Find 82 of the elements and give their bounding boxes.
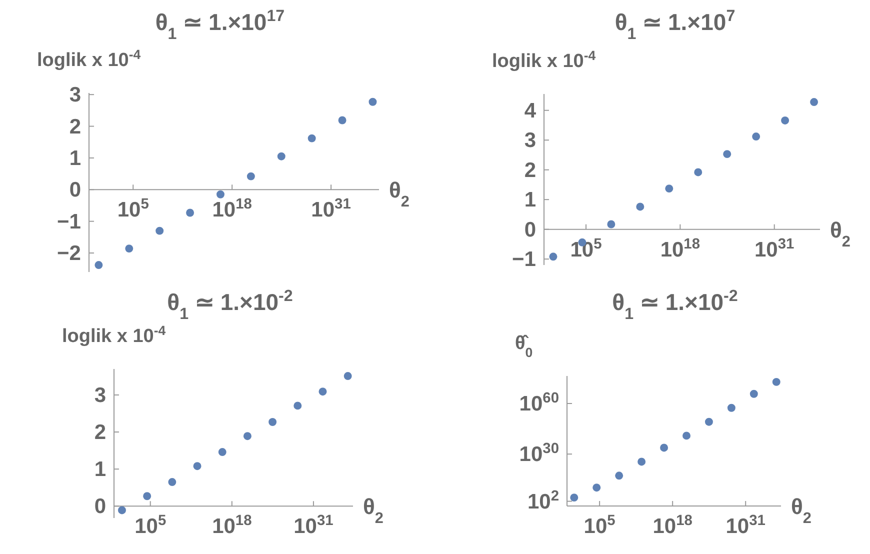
x-tick-label: 10$^{18}$: [660, 236, 700, 262]
point: [156, 226, 164, 235]
x-tick-label: 10$^{18}$: [212, 196, 252, 222]
point: [750, 390, 758, 398]
y-tick-label: 0: [94, 495, 106, 518]
y-axis-title: loglik x 10$^{-4}$: [492, 48, 596, 72]
point: [665, 184, 674, 193]
point: [218, 448, 226, 456]
point: [294, 402, 302, 410]
x-tick-label: 10$^{5}$: [117, 196, 149, 222]
chart-title: θ$_{1}$ ≃ 1.×10$^{-2}$: [167, 287, 293, 323]
point: [772, 378, 780, 386]
chart-title: θ$_{1}$ ≃ 1.×10$^{7}$: [614, 7, 736, 43]
y-tick-label: 1: [94, 458, 106, 482]
x-tick-label: 10$^{5}$: [584, 513, 616, 538]
point: [694, 168, 702, 176]
x-axis-title: θ$_{2}$: [830, 217, 850, 250]
point: [143, 492, 152, 500]
point: [781, 116, 790, 124]
y-tick-label: 3: [94, 384, 106, 407]
y-tick-label: −1: [57, 210, 82, 234]
x-tick-label: 10$^{5}$: [134, 513, 166, 538]
y-axis-title: loglik x 10$^{-4}$: [62, 322, 166, 347]
y-tick-label: 2: [94, 421, 106, 444]
x-tick-label: 10$^{31}$: [754, 236, 794, 262]
x-tick-label: 10$^{18}$: [212, 513, 252, 538]
x-tick-label: 10$^{18}$: [652, 513, 692, 538]
x-tick-label: 10$^{31}$: [311, 196, 351, 222]
y-tick-label: −1: [512, 248, 536, 272]
y-tick-label: 0: [69, 178, 81, 202]
y-tick-label: 1: [69, 146, 82, 170]
y-tick-label: 4: [524, 99, 536, 122]
point: [636, 202, 644, 211]
point: [607, 220, 616, 228]
y-tick-label: −2: [57, 242, 81, 265]
y-tick-label: 10$^{2}$: [527, 488, 559, 514]
y-tick-label: 10$^{30}$: [519, 441, 559, 466]
point: [125, 244, 134, 253]
point: [186, 208, 194, 217]
x-axis-title: θ$_{2}$: [363, 494, 384, 527]
point: [118, 506, 126, 514]
point: [682, 432, 690, 440]
y-tick-label: 3: [69, 84, 81, 107]
x-tick-label: 10$^{5}$: [570, 236, 602, 262]
y-tick-label: 2: [524, 158, 536, 182]
point: [94, 261, 103, 270]
y-tick-label: 2: [69, 115, 81, 138]
point: [216, 190, 224, 198]
point: [308, 134, 316, 142]
point: [368, 98, 377, 106]
point: [810, 98, 818, 106]
y-tick-label: 10$^{60}$: [519, 390, 559, 416]
x-tick-label: 10$^{31}$: [726, 513, 766, 538]
x-tick-label: 10$^{31}$: [294, 513, 334, 538]
y-tick-label: 3: [524, 129, 536, 152]
y-axis-title: loglik x 10$^{-4}$: [37, 46, 142, 71]
point: [344, 372, 352, 380]
point: [318, 388, 327, 396]
point: [752, 132, 760, 141]
point: [592, 484, 601, 492]
point: [638, 458, 646, 466]
point: [660, 444, 668, 452]
point: [615, 472, 624, 480]
point: [723, 150, 732, 158]
point: [193, 462, 202, 470]
x-axis-title: θ$_{2}$: [389, 178, 410, 210]
point: [246, 172, 255, 180]
y-tick-label: 0: [524, 218, 536, 242]
y-axis-title: θ̂$_{0}$: [515, 333, 533, 360]
point: [570, 494, 578, 502]
point: [727, 404, 736, 412]
point: [268, 418, 277, 426]
x-axis-title: θ$_{2}$: [791, 494, 812, 526]
point: [243, 432, 252, 440]
y-tick-label: 1: [524, 188, 536, 212]
point: [168, 478, 176, 486]
chart-title: θ$_{1}$ ≃ 1.×10$^{17}$: [155, 7, 285, 43]
point: [277, 152, 286, 160]
point: [704, 418, 713, 426]
point: [549, 252, 558, 261]
point: [338, 116, 346, 124]
chart-title: θ$_{1}$ ≃ 1.×10$^{-2}$: [612, 287, 738, 323]
